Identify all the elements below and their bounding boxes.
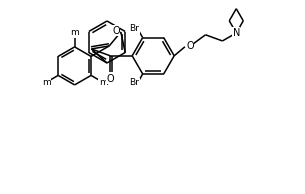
Text: Br: Br xyxy=(129,78,139,87)
Text: O: O xyxy=(186,41,194,51)
Text: N: N xyxy=(233,28,240,38)
Text: m: m xyxy=(70,28,79,37)
Text: m: m xyxy=(42,78,50,87)
Text: m: m xyxy=(99,78,108,87)
Text: O: O xyxy=(112,26,120,36)
Text: O: O xyxy=(106,74,114,84)
Text: Br: Br xyxy=(129,24,139,33)
